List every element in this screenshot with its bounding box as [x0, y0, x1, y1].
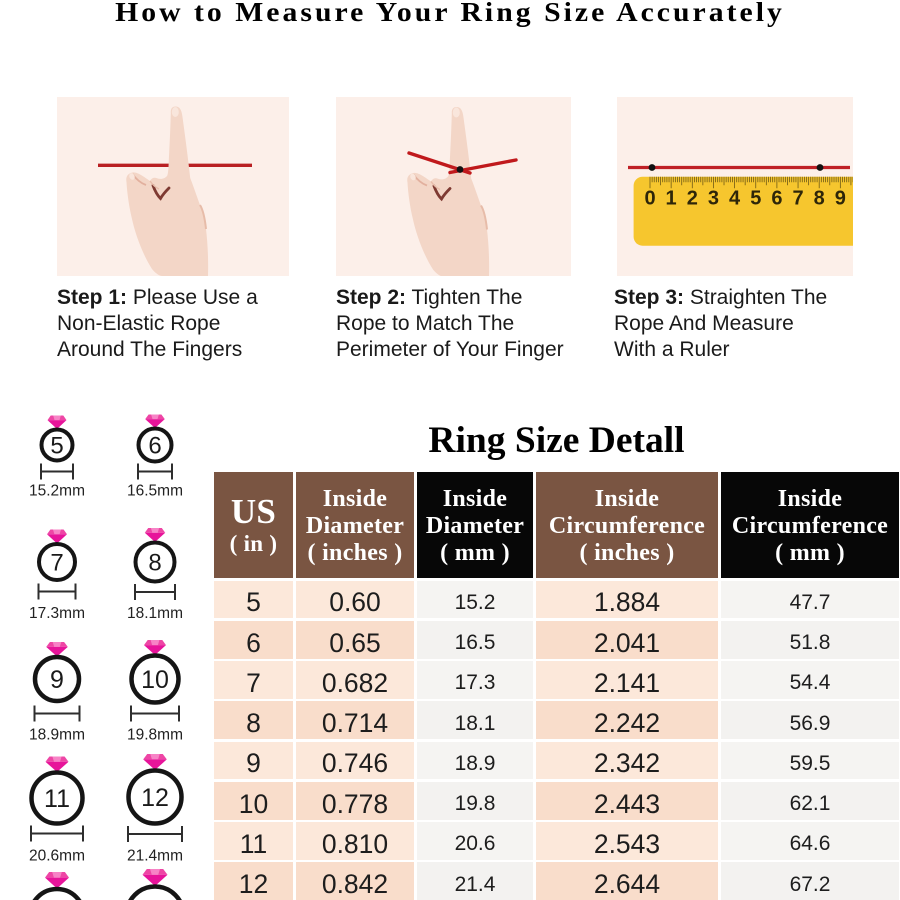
svg-text:6: 6	[771, 188, 782, 210]
svg-text:17.3mm: 17.3mm	[29, 605, 85, 622]
svg-text:16.5mm: 16.5mm	[127, 483, 183, 500]
svg-text:2: 2	[687, 188, 698, 210]
svg-text:18.9mm: 18.9mm	[29, 727, 85, 744]
svg-text:9: 9	[835, 188, 846, 210]
svg-text:5: 5	[750, 188, 761, 210]
svg-text:5: 5	[50, 433, 63, 460]
svg-text:7: 7	[50, 550, 63, 577]
svg-text:8: 8	[814, 188, 825, 210]
svg-text:3: 3	[708, 188, 719, 210]
svg-text:0: 0	[644, 188, 655, 210]
svg-text:15.2mm: 15.2mm	[29, 483, 85, 500]
svg-text:7: 7	[792, 188, 803, 210]
svg-text:1: 1	[666, 188, 677, 210]
svg-text:20.6mm: 20.6mm	[29, 848, 85, 865]
svg-text:11: 11	[44, 785, 70, 813]
svg-text:4: 4	[729, 188, 741, 210]
svg-text:18.1mm: 18.1mm	[127, 605, 183, 622]
svg-text:21.4mm: 21.4mm	[127, 848, 183, 865]
svg-text:19.8mm: 19.8mm	[127, 727, 183, 744]
svg-text:10: 10	[141, 666, 169, 694]
svg-text:8: 8	[148, 550, 161, 577]
svg-text:9: 9	[50, 666, 64, 694]
svg-text:12: 12	[141, 784, 169, 812]
svg-text:6: 6	[148, 433, 161, 460]
